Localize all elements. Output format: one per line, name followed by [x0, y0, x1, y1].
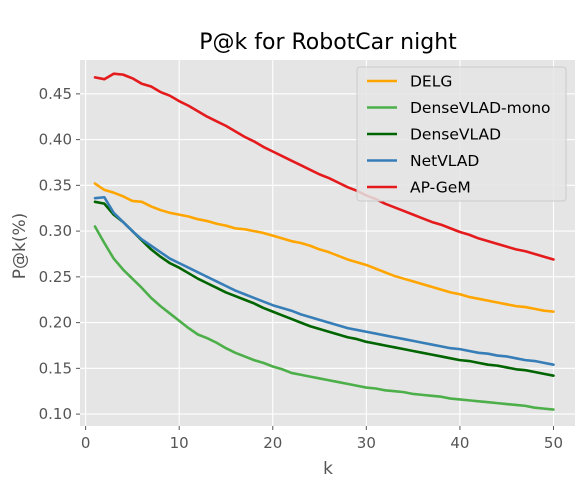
- x-tick-label: 0: [81, 434, 91, 452]
- y-tick-label: 0.45: [39, 85, 72, 103]
- y-tick-label: 0.35: [39, 176, 72, 194]
- legend-label-1: DenseVLAD-mono: [410, 99, 551, 117]
- series-line-4: [93, 72, 555, 261]
- legend-label-0: DELG: [410, 73, 452, 91]
- legend-label-4: AP-GeM: [410, 179, 471, 197]
- legend-box: [356, 66, 567, 202]
- y-tick-label: 0.10: [39, 405, 72, 423]
- x-tick-label: 30: [357, 434, 376, 452]
- series-line-2: [93, 200, 555, 377]
- y-tick-label: 0.15: [39, 359, 72, 377]
- series-line-1: [93, 225, 555, 411]
- legend-label-3: NetVLAD: [410, 152, 479, 170]
- y-tick-label: 0.20: [39, 314, 72, 332]
- x-tick-label: 10: [170, 434, 189, 452]
- y-tick-label: 0.40: [39, 131, 72, 149]
- y-tick-label: 0.30: [39, 222, 72, 240]
- series-line-0: [93, 182, 555, 313]
- chart-title: P@k for RobotCar night: [199, 30, 457, 55]
- series-line-3: [93, 195, 555, 366]
- y-tick-label: 0.25: [39, 268, 72, 286]
- x-tick-label: 40: [450, 434, 469, 452]
- x-axis-label: k: [323, 459, 333, 479]
- x-tick-label: 50: [544, 434, 563, 452]
- x-tick-label: 20: [263, 434, 282, 452]
- legend-label-2: DenseVLAD: [410, 126, 501, 144]
- y-axis-label: P@k(%): [10, 213, 30, 280]
